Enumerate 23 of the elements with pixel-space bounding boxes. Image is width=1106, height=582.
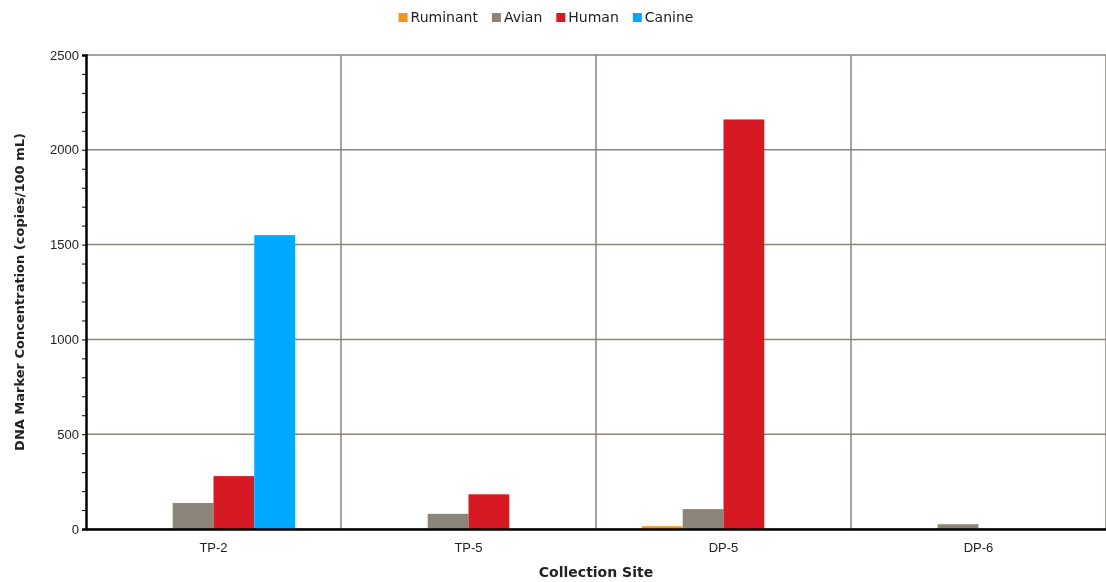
y-axis-title: DNA Marker Concentration (copies/100 mL) (12, 133, 27, 451)
bar (254, 235, 296, 529)
y-tick-label: 1000 (50, 332, 79, 348)
legend-label: Ruminant (410, 9, 479, 25)
legend-label: Human (568, 9, 619, 25)
x-tick-label: DP-5 (708, 540, 739, 556)
legend-label: Avian (503, 9, 543, 25)
bar (682, 509, 724, 529)
legend-label: Canine (644, 9, 694, 25)
x-tick-label: TP-2 (199, 540, 228, 556)
x-tick-label: DP-6 (963, 540, 994, 556)
x-tick-label: TP-5 (454, 540, 483, 556)
bar (427, 513, 469, 529)
y-tick-label: 500 (57, 426, 79, 442)
bar (723, 119, 765, 529)
x-axis-title: Collection Site (538, 564, 654, 580)
bar (468, 494, 510, 529)
y-tick-label: 2500 (50, 47, 79, 63)
y-tick-label: 2000 (50, 142, 79, 158)
y-tick-label: 1500 (50, 237, 79, 253)
bar (213, 476, 255, 529)
bar (172, 503, 214, 529)
y-tick-label: 0 (71, 521, 79, 537)
